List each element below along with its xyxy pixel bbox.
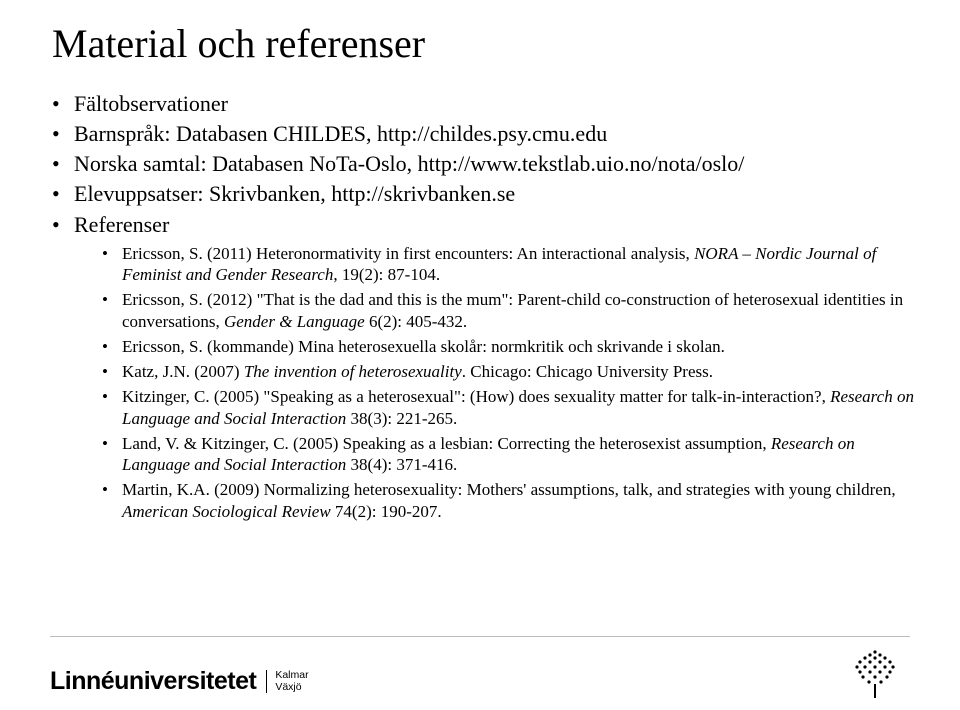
ref-text: 6(2): 405-432. [365, 312, 467, 331]
list-text: Referenser [74, 212, 169, 237]
list-item: Norska samtal: Databasen NoTa-Oslo, http… [52, 150, 920, 178]
list-item: Elevuppsatser: Skrivbanken, http://skriv… [52, 180, 920, 208]
ref-italic: The invention of heterosexuality [244, 362, 462, 381]
ref-text: , 19(2): 87-104. [333, 265, 440, 284]
footer-divider [50, 636, 910, 637]
logo-wordmark: Linnéuniversitetet [50, 667, 256, 696]
reference-item: Ericsson, S. (2012) "That is the dad and… [102, 289, 920, 332]
ref-text: Kitzinger, C. (2005) "Speaking as a hete… [122, 387, 830, 406]
content-list: Fältobservationer Barnspråk: Databasen C… [52, 90, 920, 522]
footer: Linnéuniversitetet Kalmar Växjö [0, 636, 960, 710]
ref-italic: American Sociological Review [122, 502, 331, 521]
ref-text: Land, V. & Kitzinger, C. (2005) Speaking… [122, 434, 771, 453]
reference-item: Martin, K.A. (2009) Normalizing heterose… [102, 479, 920, 522]
reference-item: Ericsson, S. (kommande) Mina heterosexue… [102, 336, 920, 357]
ref-text: Ericsson, S. (kommande) Mina heterosexue… [122, 337, 725, 356]
ref-text: . Chicago: Chicago University Press. [462, 362, 713, 381]
list-text: Fältobservationer [74, 91, 228, 116]
reference-item: Ericsson, S. (2011) Heteronormativity in… [102, 243, 920, 286]
ref-text: 38(4): 371-416. [346, 455, 457, 474]
slide: Material och referenser Fältobservatione… [0, 0, 960, 710]
ref-text: 38(3): 221-265. [346, 409, 457, 428]
list-text: Norska samtal: Databasen NoTa-Oslo, http… [74, 151, 744, 176]
reference-item: Katz, J.N. (2007) The invention of heter… [102, 361, 920, 382]
ref-text: Ericsson, S. (2011) Heteronormativity in… [122, 244, 694, 263]
list-text: Elevuppsatser: Skrivbanken, http://skriv… [74, 181, 515, 206]
ref-italic: Gender & Language [224, 312, 365, 331]
ref-text: Martin, K.A. (2009) Normalizing heterose… [122, 480, 896, 499]
reference-item: Kitzinger, C. (2005) "Speaking as a hete… [102, 386, 920, 429]
university-logo: Linnéuniversitetet Kalmar Växjö [50, 667, 309, 696]
reference-item: Land, V. & Kitzinger, C. (2005) Speaking… [102, 433, 920, 476]
ref-text: 74(2): 190-207. [331, 502, 442, 521]
list-item: Referenser Ericsson, S. (2011) Heteronor… [52, 211, 920, 522]
list-item: Barnspråk: Databasen CHILDES, http://chi… [52, 120, 920, 148]
slide-title: Material och referenser [52, 22, 920, 66]
tree-icon [852, 648, 898, 700]
logo-location: Växjö [275, 682, 308, 693]
references-list: Ericsson, S. (2011) Heteronormativity in… [74, 243, 920, 522]
logo-location: Kalmar [275, 670, 308, 681]
logo-locations: Kalmar Växjö [266, 670, 308, 692]
ref-text: Katz, J.N. (2007) [122, 362, 244, 381]
list-item: Fältobservationer [52, 90, 920, 118]
list-text: Barnspråk: Databasen CHILDES, http://chi… [74, 121, 607, 146]
